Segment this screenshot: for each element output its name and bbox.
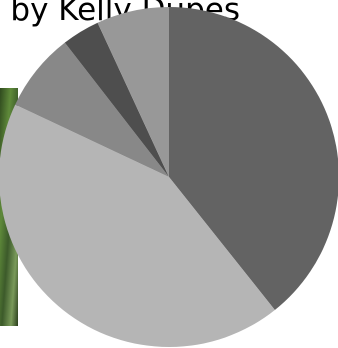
pie-slice xyxy=(169,7,338,311)
pie-slice xyxy=(15,42,170,178)
pie xyxy=(0,7,338,347)
pie-slice xyxy=(64,22,169,178)
pie-slice xyxy=(0,104,275,347)
pie-slice xyxy=(97,7,169,177)
